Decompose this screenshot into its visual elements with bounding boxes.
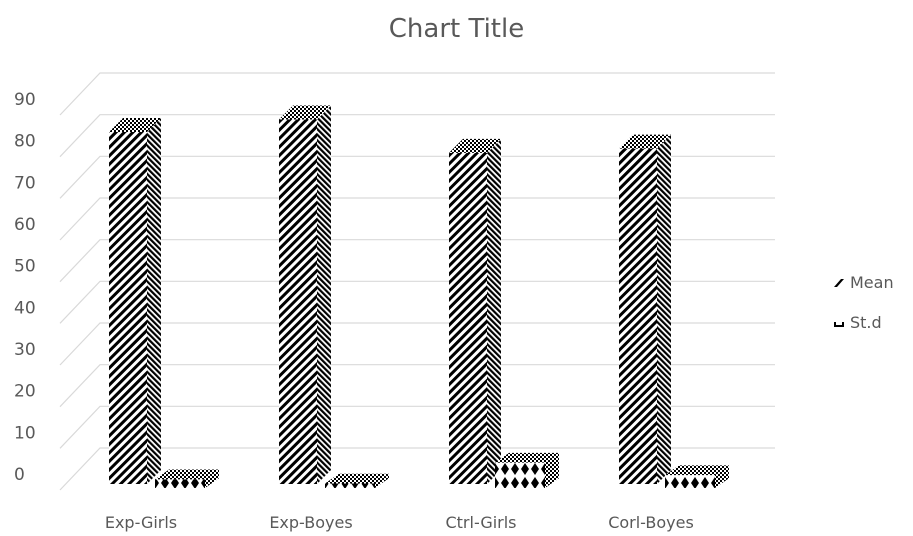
gridline xyxy=(59,239,775,283)
legend-item-std: St.d xyxy=(832,312,894,332)
gridline xyxy=(59,405,775,449)
bar-mean xyxy=(109,118,161,484)
bar-std xyxy=(155,469,219,488)
legend-swatch-mean xyxy=(834,279,844,287)
y-tick-label: 0 xyxy=(14,465,25,485)
y-tick-label: 40 xyxy=(14,298,36,318)
chart-title: Chart Title xyxy=(388,14,525,44)
bar-mean xyxy=(449,138,501,485)
x-category-label: Corl-Boyes xyxy=(608,513,694,532)
bar-std xyxy=(665,465,729,488)
y-tick-label: 10 xyxy=(14,423,36,443)
y-tick-label: 50 xyxy=(14,257,36,277)
bar-mean xyxy=(619,134,671,484)
x-category-label: Ctrl-Girls xyxy=(445,513,516,532)
gridline xyxy=(59,447,775,491)
legend-item-mean: Mean xyxy=(832,272,894,292)
y-tick-label: 90 xyxy=(14,90,36,110)
gridline xyxy=(59,155,775,199)
gridline xyxy=(59,72,775,116)
bar-mean xyxy=(279,105,331,484)
gridline xyxy=(59,280,775,324)
gridline xyxy=(59,114,775,158)
x-category-label: Exp-Boyes xyxy=(269,513,352,532)
legend-label-std: St.d xyxy=(850,312,882,332)
y-tick-label: 30 xyxy=(14,340,36,360)
y-tick-label: 80 xyxy=(14,132,36,152)
bar-std xyxy=(495,452,559,488)
x-category-label: Exp-Girls xyxy=(105,513,177,532)
gridline xyxy=(59,197,775,241)
y-tick-label: 70 xyxy=(14,173,36,193)
gridline xyxy=(59,364,775,408)
legend-swatch-std xyxy=(834,322,844,327)
bar-std xyxy=(325,473,389,488)
gridline xyxy=(59,322,775,366)
legend: Mean St.d xyxy=(832,272,894,352)
y-tick-label: 20 xyxy=(14,382,36,402)
legend-label-mean: Mean xyxy=(850,272,894,292)
y-tick-label: 60 xyxy=(14,215,36,235)
